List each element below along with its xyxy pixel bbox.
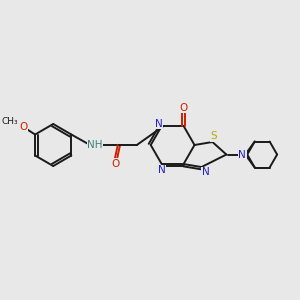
Text: S: S	[210, 131, 217, 141]
Text: N: N	[238, 149, 246, 160]
Text: CH₃: CH₃	[2, 117, 19, 126]
Text: NH: NH	[87, 140, 103, 150]
Text: O: O	[19, 122, 27, 131]
Text: N: N	[155, 119, 163, 129]
Text: N: N	[202, 167, 209, 177]
Text: O: O	[112, 159, 120, 169]
Text: N: N	[158, 165, 166, 175]
Text: O: O	[179, 103, 188, 113]
